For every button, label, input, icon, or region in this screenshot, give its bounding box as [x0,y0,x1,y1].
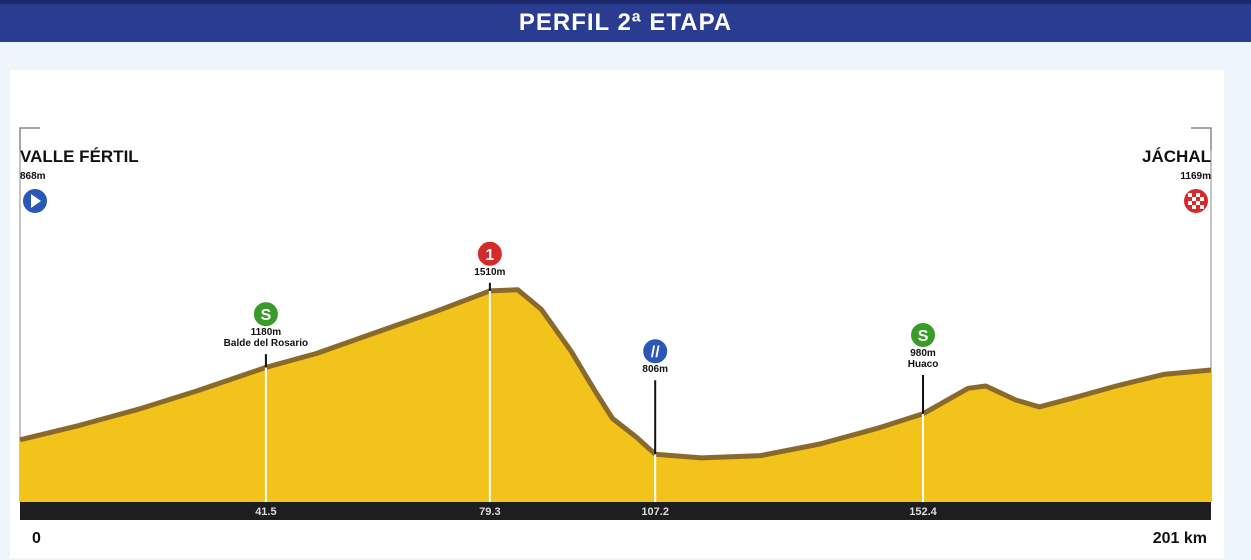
checker-cell [1196,193,1200,197]
checker-cell [1196,201,1200,205]
marker-place-0: Balde del Rosario [224,338,308,349]
marker-altitude-2: 806m [642,364,668,375]
page-header: PERFIL 2ª ETAPA [0,0,1251,42]
chart-panel: S 1180m Balde del Rosario 41.5 1 1510m 79.3 // 8… [10,70,1224,558]
km-tick-3: 152.4 [909,506,937,518]
marker-place-3: Huaco [908,359,939,370]
marker-badge-text-0: S [261,307,272,324]
start-city: VALLE FÉRTIL [20,147,139,166]
km-tick-0: 41.5 [255,506,276,518]
profile-ridge [19,287,1212,461]
km-tick-2: 107.2 [641,506,669,518]
marker-badge-text-1: 1 [485,247,494,264]
marker-altitude-1: 1510m [474,267,505,278]
marker-altitude-3: 980m [910,348,936,359]
finish-city: JÁCHAL [1142,147,1211,166]
km-axis-bar [20,502,1211,520]
finish-altitude: 1169m [1180,171,1211,182]
feed-zone-icon [641,337,670,366]
checker-cell [1188,201,1192,205]
checker-cell [1200,205,1204,209]
checker-cell [1200,197,1204,201]
sprint-icon [909,321,938,349]
checker-cell [1188,193,1192,197]
marker-badge-text-3: S [918,328,929,345]
start-arrow-shape [31,194,41,208]
checker-cell [1192,197,1196,201]
page-title: PERFIL 2ª ETAPA [518,9,733,36]
start-altitude: 868m [20,171,46,182]
sprint-icon [251,300,280,329]
km-tick-1: 79.3 [479,506,500,518]
marker-altitude-0: 1180m [251,327,282,338]
frame-corner-right [1191,127,1212,150]
axis-end-label: 201 km [1153,530,1207,547]
marker-badge-text-2: // [651,344,660,361]
checker-cell [1192,205,1196,209]
profile-area [20,289,1211,502]
mountain-cat1-icon [475,239,504,268]
frame-corner-left [19,127,40,150]
axis-start-label: 0 [32,530,41,547]
